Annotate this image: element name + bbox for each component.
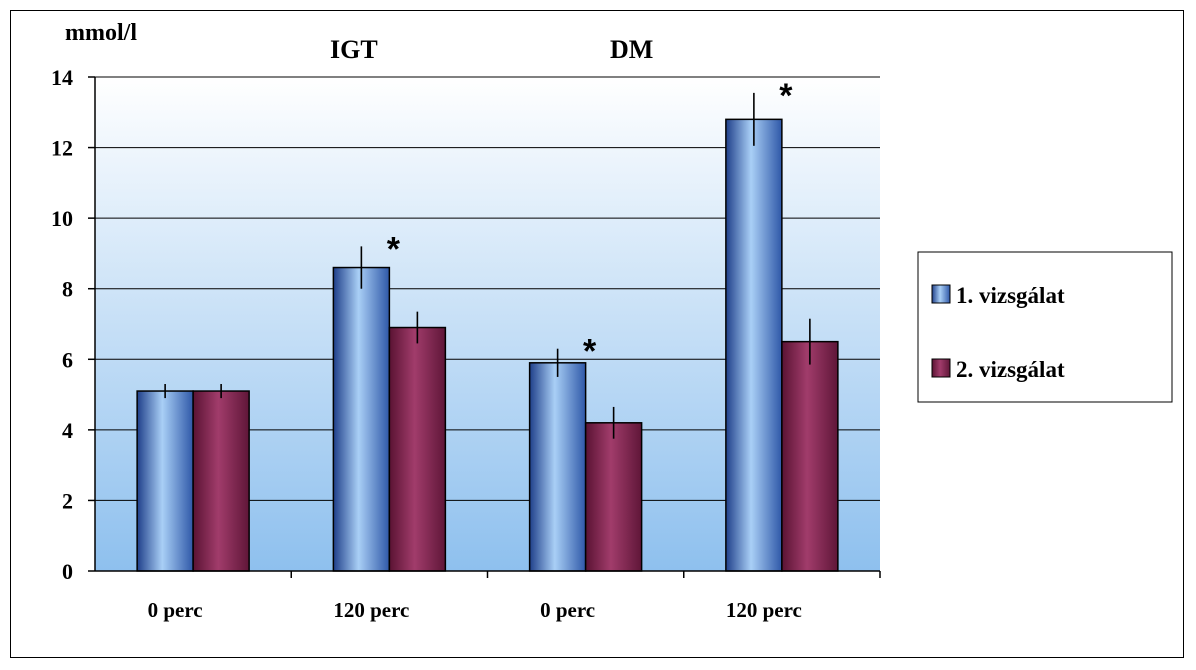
bar-series-1	[725, 118, 783, 572]
x-category-label: 0 perc	[148, 598, 203, 622]
annotations: * * *	[387, 77, 794, 371]
legend-swatch-series-2	[931, 358, 951, 378]
x-axis-labels: 0 perc 120 perc 0 perc 120 perc	[148, 571, 881, 622]
legend: 1. vizsgálat 2. vizsgálat	[917, 251, 1173, 403]
bar-series-1	[332, 266, 391, 572]
y-tick-label: 8	[62, 277, 73, 302]
y-tick-label: 14	[51, 65, 73, 90]
bar-series-1	[528, 362, 587, 572]
significance-marker: *	[583, 333, 597, 371]
x-category-label: 0 perc	[540, 598, 595, 622]
y-axis-ticks: 0 2 4 6 8 10 12 14	[51, 65, 95, 584]
legend-box	[917, 251, 1173, 403]
bar-series-2	[388, 326, 447, 572]
significance-marker: *	[387, 230, 401, 268]
group-label-igt: IGT	[330, 35, 378, 64]
bar-series-2	[192, 390, 250, 572]
bar-series-2	[584, 422, 643, 572]
bar-series-1	[136, 390, 194, 572]
bar-series-2	[781, 340, 839, 572]
y-axis-label: mmol/l	[65, 20, 137, 46]
legend-label-series-1: 1. vizsgálat	[956, 283, 1065, 308]
y-tick-label: 12	[51, 136, 73, 161]
x-category-label: 120 perc	[333, 598, 409, 622]
y-tick-label: 6	[62, 347, 73, 372]
bars	[136, 118, 839, 572]
error-bars	[164, 92, 811, 439]
x-category-label: 120 perc	[726, 598, 802, 622]
legend-label-series-2: 2. vizsgálat	[956, 357, 1065, 382]
legend-swatch-series-1	[931, 284, 951, 304]
y-tick-label: 2	[62, 488, 73, 513]
significance-marker: *	[779, 77, 793, 115]
y-tick-label: 0	[62, 559, 73, 584]
y-tick-label: 10	[51, 206, 73, 231]
y-tick-label: 4	[62, 418, 73, 443]
group-label-dm: DM	[610, 35, 653, 64]
